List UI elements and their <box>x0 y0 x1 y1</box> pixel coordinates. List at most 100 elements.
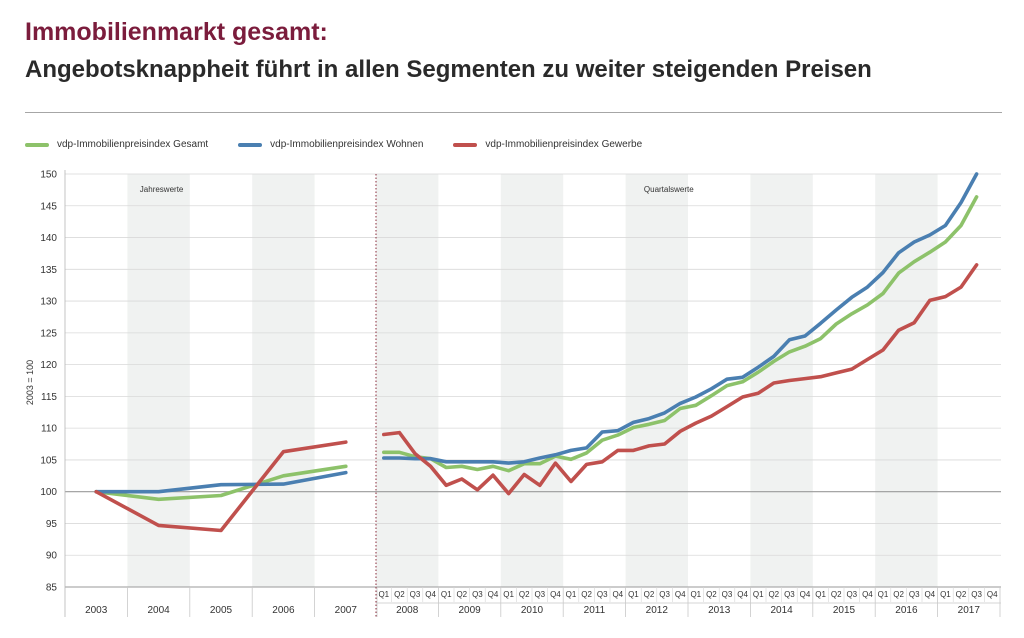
series-line-quarterly-gewerbe <box>381 263 979 496</box>
band-2012 <box>625 174 688 587</box>
x-label-quarter: Q2 <box>893 590 904 599</box>
x-label-year: 2003 <box>85 605 108 616</box>
x-label-quarter: Q1 <box>878 590 889 599</box>
x-label-quarter: Q1 <box>815 590 826 599</box>
x-label-quarter: Q3 <box>472 590 483 599</box>
x-label-year: 2008 <box>396 605 419 616</box>
x-label-year: 2004 <box>147 605 170 616</box>
x-label-year: 2014 <box>770 605 793 616</box>
y-tick-label: 115 <box>41 392 57 403</box>
annotation-annual: Jahreswerte <box>140 185 184 194</box>
y-tick-label: 95 <box>46 519 58 530</box>
x-label-year: 2011 <box>584 605 606 616</box>
y-axis: 85 90 95 100 105 110 115 120 125 130 135 140 145 150 2… <box>25 170 57 594</box>
x-label-quarter: Q1 <box>628 590 639 599</box>
y-tick-label: 150 <box>40 170 57 181</box>
band-2006 <box>252 174 315 587</box>
y-tick-label: 125 <box>40 328 57 339</box>
x-label-quarter: Q2 <box>644 590 655 599</box>
x-label-quarter: Q3 <box>659 590 670 599</box>
x-label-year: 2017 <box>958 605 981 616</box>
x-label-quarter: Q2 <box>581 590 592 599</box>
series-line-quarterly-gesamt <box>381 195 979 473</box>
series-line-annual-gesamt <box>94 464 348 502</box>
annotation-quarterly: Quartalswerte <box>644 185 694 194</box>
x-label-quarter: Q2 <box>768 590 779 599</box>
x-label-quarter: Q2 <box>706 590 717 599</box>
annotations: Jahreswerte Quartalswerte <box>140 185 694 194</box>
x-label-quarter: Q2 <box>956 590 967 599</box>
y-tick-label: 105 <box>40 455 57 466</box>
legend-item-gesamt: vdp-Immobilienpreisindex Gesamt <box>25 139 208 150</box>
y-tick-label: 130 <box>40 297 57 308</box>
x-label-quarter: Q3 <box>410 590 421 599</box>
x-label-quarter: Q4 <box>550 590 561 599</box>
x-label-quarter: Q3 <box>722 590 733 599</box>
x-label-quarter: Q4 <box>924 590 935 599</box>
series-line-quarterly-wohnen <box>381 172 979 465</box>
band-2010 <box>500 174 564 587</box>
x-label-quarter: Q3 <box>909 590 920 599</box>
x-label-quarter: Q4 <box>862 590 873 599</box>
legend-label-wohnen: vdp-Immobilienpreisindex Wohnen <box>270 139 424 150</box>
x-label-quarter: Q3 <box>846 590 857 599</box>
x-label-quarter: Q4 <box>987 590 998 599</box>
chart-subtitle: Angebotsknappheit führt in allen Segment… <box>25 56 872 83</box>
y-tick-label: 145 <box>40 201 57 212</box>
x-label-quarter: Q1 <box>566 590 577 599</box>
x-label-year: 2010 <box>521 605 544 616</box>
y-tick-label: 135 <box>40 265 57 276</box>
x-label-quarter: Q2 <box>519 590 530 599</box>
x-label-quarter: Q3 <box>971 590 982 599</box>
x-label-quarter: Q4 <box>737 590 748 599</box>
x-label-year: 2005 <box>210 605 233 616</box>
x-label-quarter: Q3 <box>784 590 795 599</box>
band-2008 <box>376 174 439 587</box>
x-label-quarter: Q4 <box>612 590 623 599</box>
y-tick-label: 110 <box>41 424 57 435</box>
series-line-annual-wohnen <box>94 470 348 494</box>
x-label-quarter: Q1 <box>690 590 701 599</box>
x-label-year: 2007 <box>335 605 358 616</box>
x-label-year: 2006 <box>272 605 295 616</box>
y-tick-label: 140 <box>40 233 57 244</box>
legend-item-gewerbe: vdp-Immobilienpreisindex Gewerbe <box>453 139 642 150</box>
legend-item-wohnen: vdp-Immobilienpreisindex Wohnen <box>238 139 423 150</box>
x-label-quarter: Q1 <box>441 590 452 599</box>
band-2004 <box>127 174 190 587</box>
legend-swatch-gesamt <box>25 142 49 147</box>
x-label-quarter: Q2 <box>394 590 405 599</box>
y-tick-label: 90 <box>46 551 58 562</box>
y-tick-label: 85 <box>46 583 58 594</box>
header-divider <box>25 112 1002 113</box>
x-label-quarter: Q2 <box>831 590 842 599</box>
legend-label-gewerbe: vdp-Immobilienpreisindex Gewerbe <box>485 139 643 150</box>
legend-label-gesamt: vdp-Immobilienpreisindex Gesamt <box>57 139 209 150</box>
legend-swatch-gewerbe <box>453 142 478 147</box>
x-label-quarter: Q1 <box>753 590 764 599</box>
x-axis: 2003 2004 2005 2006 2007 Q1 Q2 Q3 Q4 2008 Q1 Q2 Q3 Q4… <box>85 587 1001 617</box>
year-bands <box>127 174 938 587</box>
x-label-quarter: Q4 <box>425 590 436 599</box>
x-label-year: 2009 <box>458 605 481 616</box>
x-label-quarter: Q1 <box>378 590 389 599</box>
x-label-year: 2016 <box>895 605 918 616</box>
x-label-quarter: Q4 <box>675 590 686 599</box>
band-2016 <box>875 174 938 587</box>
x-label-quarter: Q3 <box>597 590 608 599</box>
y-axis-title: 2003 = 100 <box>25 360 35 405</box>
chart-legend: vdp-Immobilienpreisindex Gesamt vdp-Immo… <box>25 139 672 150</box>
legend-swatch-wohnen <box>238 142 263 147</box>
x-label-quarter: Q1 <box>503 590 514 599</box>
chart-title: Immobilienmarkt gesamt: <box>25 18 328 46</box>
series-lines <box>94 172 979 533</box>
series-line-annual-gewerbe <box>94 440 348 533</box>
x-label-quarter: Q4 <box>800 590 811 599</box>
x-label-quarter: Q2 <box>456 590 467 599</box>
x-label-year: 2012 <box>646 605 669 616</box>
x-label-year: 2015 <box>833 605 856 616</box>
y-tick-label: 100 <box>40 487 57 498</box>
x-label-year: 2013 <box>708 605 731 616</box>
x-label-quarter: Q3 <box>534 590 545 599</box>
